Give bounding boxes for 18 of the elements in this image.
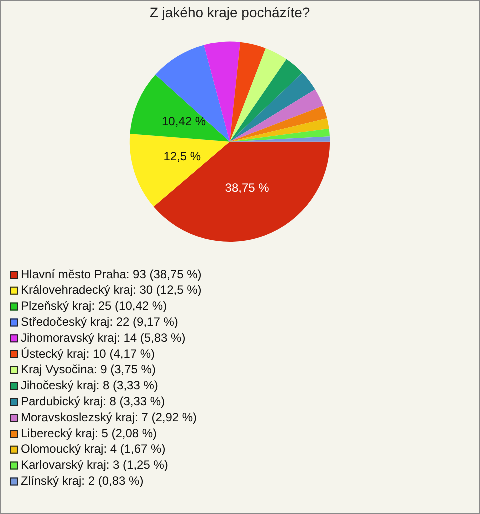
legend-label: Moravskoslezský kraj: 7 (2,92 %) — [21, 410, 198, 424]
data-label: 10,42 % — [162, 114, 206, 128]
legend-label: Liberecký kraj: 5 (2,08 %) — [21, 426, 158, 440]
legend-label: Kraj Vysočina: 9 (3,75 %) — [21, 362, 156, 377]
legend-label: Plzeňský kraj: 25 (10,42 %) — [21, 299, 168, 314]
legend-label: Zlínský kraj: 2 (0,83 %) — [21, 474, 144, 488]
legend-label: Jihomoravský kraj: 14 (5,83 %) — [21, 330, 186, 345]
legend-label: Jihočeský kraj: 8 (3,33 %) — [21, 378, 158, 393]
legend-label: Olomoucký kraj: 4 (1,67 %) — [21, 442, 166, 456]
legend-label: Karlovarský kraj: 3 (1,25 %) — [21, 458, 168, 472]
data-label: 12,5 % — [164, 150, 202, 164]
legend-label: Pardubický kraj: 8 (3,33 %) — [21, 394, 166, 409]
legend-label: Ústecký kraj: 10 (4,17 %) — [21, 346, 156, 361]
data-label: 38,75 % — [225, 181, 270, 196]
legend-label: Hlavní město Praha: 93 (38,75 %) — [21, 267, 202, 282]
legend-label: Královehradecký kraj: 30 (12,5 %) — [21, 283, 202, 298]
chart-title: Z jakého kraje pocházíte? — [150, 4, 310, 20]
legend-label: Středočeský kraj: 22 (9,17 %) — [21, 315, 178, 330]
